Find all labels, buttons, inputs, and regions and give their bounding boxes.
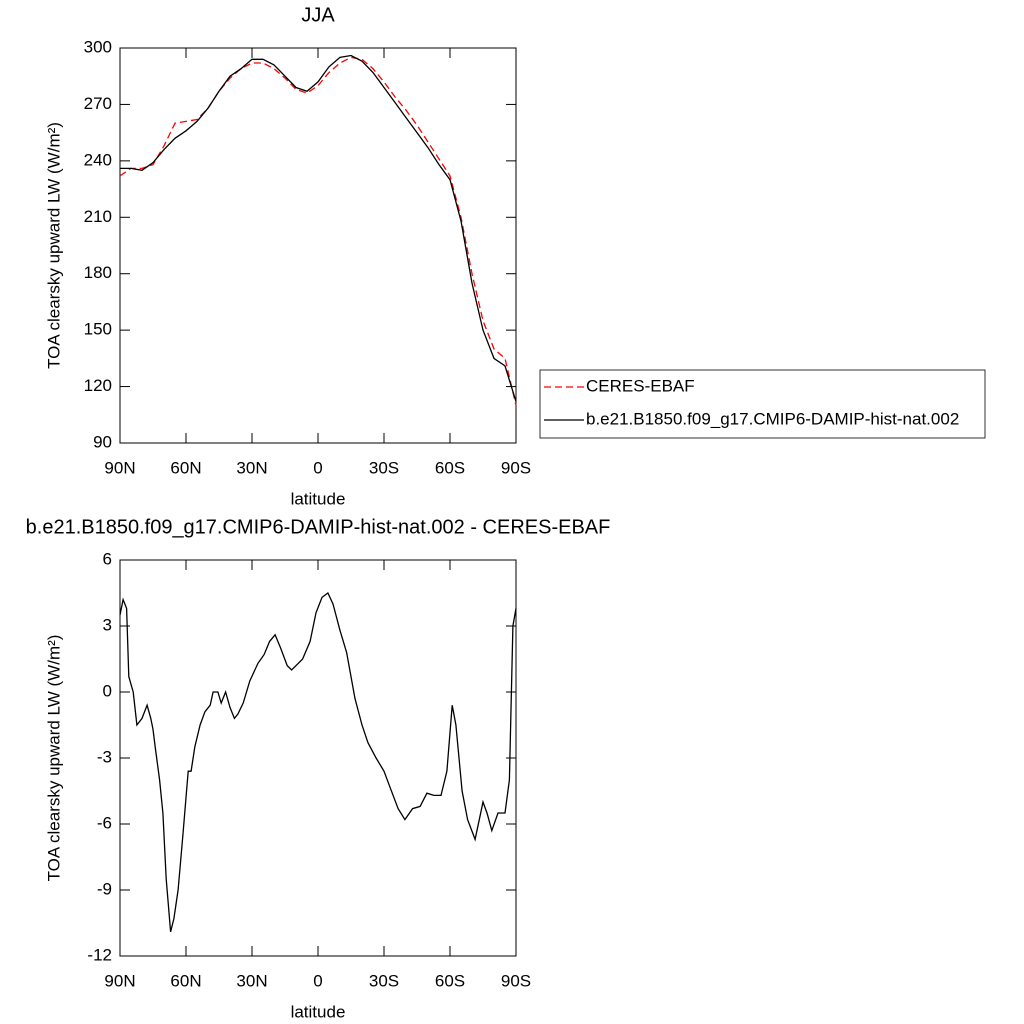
- y-tick-label: 180: [84, 263, 112, 282]
- y-tick-label: 270: [84, 94, 112, 113]
- y-tick-label: 240: [84, 150, 112, 169]
- x-tick-label: 60S: [435, 971, 465, 990]
- y-axis-label: TOA clearsky upward LW (W/m²): [44, 122, 63, 369]
- chart-title: b.e21.B1850.f09_g17.CMIP6-DAMIP-hist-nat…: [26, 516, 611, 538]
- y-tick-label: -6: [97, 813, 112, 832]
- x-axis-label: latitude: [291, 489, 346, 508]
- series-line: [120, 54, 517, 402]
- x-axis-label: latitude: [291, 1002, 346, 1021]
- legend-label: b.e21.B1850.f09_g17.CMIP6-DAMIP-hist-nat…: [586, 409, 959, 428]
- x-tick-label: 90N: [104, 971, 135, 990]
- y-tick-label: -9: [97, 879, 112, 898]
- y-tick-label: -12: [87, 945, 112, 964]
- plot-frame: [119, 47, 517, 444]
- series-line: [119, 592, 517, 932]
- x-tick-label: 30N: [236, 971, 267, 990]
- x-tick-label: 30N: [236, 458, 267, 477]
- x-tick-label: 30S: [369, 458, 399, 477]
- x-tick-label: 60N: [170, 971, 201, 990]
- y-tick-label: 210: [84, 207, 112, 226]
- chart-title: JJA: [301, 4, 335, 26]
- y-tick-label: 3: [103, 615, 112, 634]
- x-tick-label: 0: [313, 458, 322, 477]
- y-tick-label: 300: [84, 37, 112, 56]
- y-tick-label: -3: [97, 747, 112, 766]
- x-tick-label: 90S: [501, 458, 531, 477]
- legend-box: [539, 369, 986, 439]
- y-tick-label: 120: [84, 376, 112, 395]
- y-tick-label: 0: [103, 681, 112, 700]
- series-line: [119, 56, 517, 406]
- x-tick-label: 0: [313, 971, 322, 990]
- y-tick-label: 150: [84, 320, 112, 339]
- y-tick-label: 90: [93, 432, 112, 451]
- y-tick-label: 6: [103, 549, 112, 568]
- x-tick-label: 60S: [435, 458, 465, 477]
- x-tick-label: 90N: [104, 458, 135, 477]
- x-tick-label: 60N: [170, 458, 201, 477]
- plot-frame: [119, 559, 517, 957]
- legend-label: CERES-EBAF: [586, 376, 695, 395]
- x-tick-label: 90S: [501, 971, 531, 990]
- y-axis-label: TOA clearsky upward LW (W/m²): [44, 635, 63, 882]
- x-tick-label: 30S: [369, 971, 399, 990]
